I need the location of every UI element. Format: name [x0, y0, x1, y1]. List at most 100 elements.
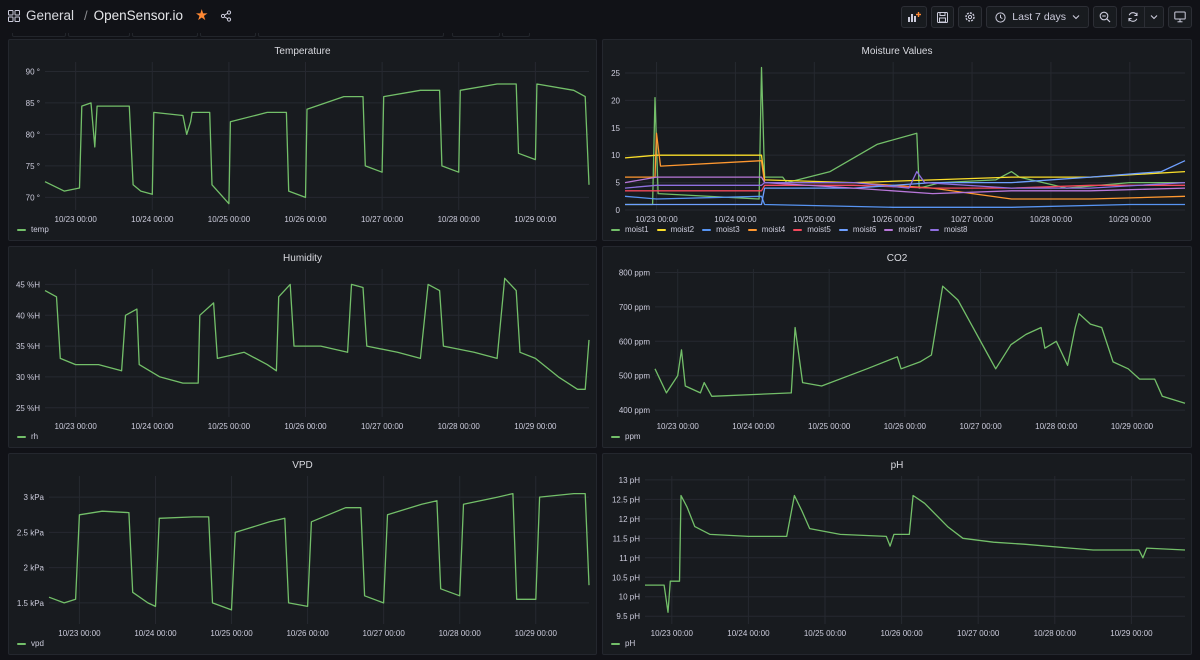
legend-swatch	[793, 228, 803, 231]
y-tick-label: 12 pH	[619, 515, 641, 524]
legend-item-moist6[interactable]: moist6	[838, 225, 876, 234]
y-tick-label: 35 %H	[16, 342, 40, 351]
x-tick-label: 10/23 00:00	[58, 629, 101, 638]
y-tick-label: 500 ppm	[619, 372, 650, 381]
legend-item-moist4[interactable]: moist4	[747, 225, 786, 234]
legend-item-ppm[interactable]: ppm	[611, 432, 641, 441]
panel-temperature[interactable]: Temperature 70 ° 75 ° 80 ° 85 ° 90 ° 10/23 00…	[8, 39, 597, 241]
x-tick-label: 10/27 00:00	[361, 215, 404, 224]
series-line-ppm	[654, 285, 1186, 404]
chevron-down-icon	[1150, 15, 1158, 20]
y-tick-label: 600 ppm	[619, 337, 650, 346]
legend-item-moist2[interactable]: moist2	[656, 225, 695, 234]
legend-item-moist3[interactable]: moist3	[702, 225, 740, 234]
x-tick-label: 10/26 00:00	[872, 215, 915, 224]
panel-title: Temperature	[274, 46, 331, 57]
x-tick-label: 10/26 00:00	[884, 422, 927, 431]
x-tick-label: 10/29 00:00	[1109, 215, 1152, 224]
series-line-moist1	[625, 66, 1185, 206]
panel-moisture-values[interactable]: Moisture Values 0 5 10 15 20 25 10/23 00:00 10/…	[602, 39, 1192, 241]
legend-item-moist5[interactable]: moist5	[793, 225, 831, 234]
legend-swatch	[929, 228, 939, 231]
x-tick-label: 10/24 00:00	[732, 422, 775, 431]
save-dashboard-button[interactable]	[931, 6, 955, 28]
x-tick-label: 10/25 00:00	[208, 422, 251, 431]
temperature-chart: 70 ° 75 ° 80 ° 85 ° 90 ° 10/23 00:00 10/24 00:…	[26, 62, 590, 224]
series-line-temp	[44, 83, 590, 205]
y-tick-label: 12.5 pH	[612, 495, 640, 504]
panel-vpd[interactable]: VPD 1.5 kPa 2 kPa 2.5 kPa 3 kPa 10/23 00:00 1…	[8, 453, 597, 655]
x-tick-label: 10/28 00:00	[439, 629, 482, 638]
cycle-view-mode-button[interactable]	[1168, 6, 1192, 28]
y-tick-label: 10.5 pH	[612, 573, 640, 582]
y-tick-label: 45 %H	[16, 280, 40, 289]
zoom-out-icon	[1099, 11, 1111, 23]
legend-swatch	[838, 228, 848, 231]
legend-item-moist8[interactable]: moist8	[929, 225, 968, 234]
x-tick-label: 10/29 00:00	[514, 422, 557, 431]
y-tick-label: 5	[616, 179, 621, 188]
legend-label: ppm	[625, 432, 641, 441]
legend-item-moist1[interactable]: moist1	[611, 225, 649, 234]
chart-legend: temp	[17, 225, 49, 234]
dashboard-settings-button[interactable]	[958, 6, 983, 28]
y-tick-label: 25 %H	[16, 404, 40, 413]
legend-label: pH	[625, 639, 636, 648]
y-tick-label: 13 pH	[619, 476, 641, 485]
breadcrumb-folder[interactable]: General	[26, 8, 75, 23]
add-panel-button[interactable]	[901, 6, 928, 28]
x-tick-label: 10/27 00:00	[951, 215, 994, 224]
dashboards-grid-icon[interactable]	[8, 9, 20, 22]
legend-label: moist1	[625, 225, 649, 234]
series-line-moist2	[624, 154, 1186, 184]
panel-title: Humidity	[283, 253, 322, 264]
legend-label: moist5	[807, 225, 831, 234]
x-tick-label: 10/27 00:00	[363, 629, 406, 638]
panel-co2[interactable]: CO2 400 ppm 500 ppm 600 ppm 700 ppm 800 ppm 1…	[602, 246, 1192, 448]
x-tick-label: 10/28 00:00	[1035, 422, 1078, 431]
monitor-icon	[1174, 11, 1186, 23]
legend-swatch	[17, 228, 26, 231]
zoom-out-button[interactable]	[1093, 6, 1117, 28]
legend-label: moist2	[670, 225, 695, 234]
legend-item-moist7[interactable]: moist7	[884, 225, 922, 234]
star-filled-icon[interactable]: ★	[194, 7, 209, 24]
chart-legend: pH	[611, 639, 635, 648]
x-tick-label: 10/27 00:00	[361, 422, 404, 431]
legend-item-rh[interactable]: rh	[17, 432, 38, 441]
series-line-rh	[44, 277, 590, 390]
legend-swatch	[17, 642, 26, 645]
chart-legend: vpd	[17, 639, 44, 648]
chart-legend: moist1 moist2 moist3 moist4 moist5 moist6 mois…	[611, 225, 968, 234]
co2-chart: 400 ppm 500 ppm 600 ppm 700 ppm 800 ppm 10/23…	[619, 268, 1186, 431]
panel-ph[interactable]: pH 9.5 pH 10 pH 10.5 pH 11 pH 11.5 pH 12 pH 12…	[602, 453, 1192, 655]
x-tick-label: 10/26 00:00	[880, 629, 923, 638]
refresh-button[interactable]	[1122, 7, 1144, 27]
refresh-interval-dropdown[interactable]	[1144, 7, 1163, 27]
y-tick-label: 0	[616, 206, 621, 215]
y-tick-label: 700 ppm	[619, 303, 650, 312]
y-tick-label: 10	[611, 151, 620, 160]
share-icon[interactable]	[220, 9, 232, 22]
time-range-picker[interactable]: Last 7 days	[986, 6, 1089, 28]
refresh-button-group	[1121, 6, 1164, 28]
panel-humidity[interactable]: Humidity 25 %H 30 %H 35 %H 40 %H 45 %H 10/23 …	[8, 246, 597, 448]
series-line-moist7	[624, 176, 1186, 195]
legend-item-pH[interactable]: pH	[611, 639, 635, 648]
legend-label: moist7	[898, 225, 922, 234]
y-tick-label: 80 °	[26, 130, 40, 139]
legend-label: moist3	[716, 225, 740, 234]
breadcrumb-separator: /	[84, 8, 88, 23]
x-tick-label: 10/23 00:00	[55, 422, 98, 431]
x-tick-label: 10/29 00:00	[514, 215, 557, 224]
y-tick-label: 9.5 pH	[616, 612, 640, 621]
y-tick-label: 30 %H	[16, 373, 40, 382]
series-line-moist5	[625, 184, 1185, 192]
variable-bar-edge	[0, 33, 1200, 37]
legend-label: moist4	[761, 225, 786, 234]
legend-item-vpd[interactable]: vpd	[17, 639, 44, 648]
legend-swatch	[884, 228, 894, 231]
y-tick-label: 85 °	[26, 99, 40, 108]
dashboard-title[interactable]: OpenSensor.io	[93, 8, 183, 23]
legend-item-temp[interactable]: temp	[17, 225, 49, 234]
